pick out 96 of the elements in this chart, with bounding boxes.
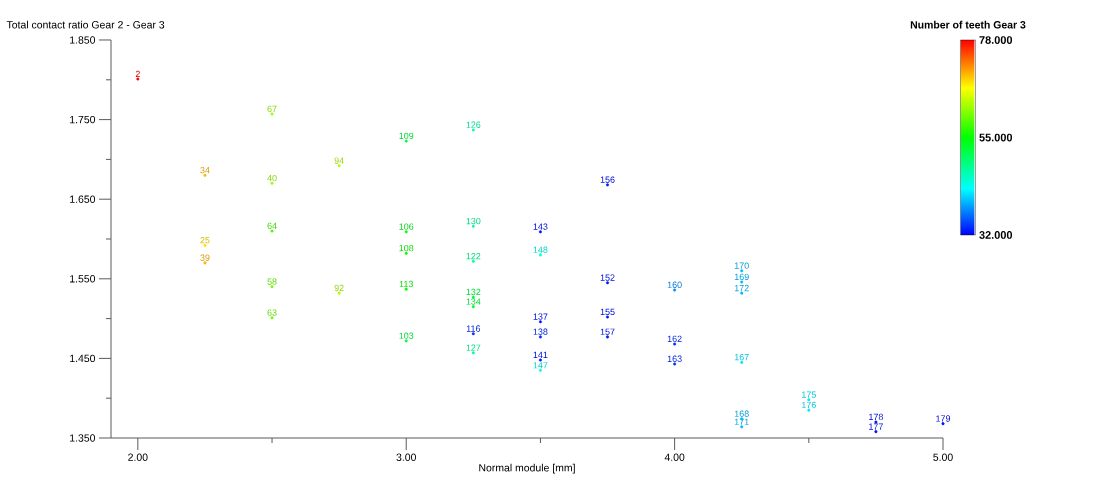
annotation: 25 bbox=[200, 237, 210, 244]
point bbox=[270, 229, 274, 233]
point bbox=[404, 339, 408, 343]
point bbox=[404, 230, 408, 234]
x-axis-title: Normal module [mm] bbox=[479, 463, 575, 474]
annotation: 163 bbox=[667, 355, 682, 362]
annotation: 178 bbox=[869, 413, 883, 421]
color-bar-label: 55.000 bbox=[979, 133, 1013, 142]
annotation: 162 bbox=[667, 335, 682, 343]
point bbox=[538, 320, 542, 324]
point bbox=[404, 287, 408, 291]
annotation: 147 bbox=[533, 362, 548, 369]
point bbox=[471, 332, 475, 336]
annotation: 169 bbox=[734, 273, 749, 280]
point bbox=[606, 183, 610, 187]
annotation: 67 bbox=[267, 105, 277, 113]
point bbox=[404, 139, 408, 143]
annotation: 175 bbox=[802, 391, 816, 398]
x-tick-label: 3.00 bbox=[396, 453, 416, 461]
point bbox=[337, 164, 341, 168]
point bbox=[203, 261, 207, 265]
point bbox=[740, 425, 744, 429]
point bbox=[606, 315, 610, 319]
annotation: 143 bbox=[533, 223, 548, 230]
y-axis-title: Total contact ratio Gear 2 - Gear 3 bbox=[6, 20, 165, 29]
point bbox=[807, 408, 811, 412]
y-tick-label: 1.550 bbox=[70, 275, 96, 283]
annotation: 122 bbox=[466, 253, 481, 260]
color-bar-label: 78.000 bbox=[979, 36, 1013, 44]
annotation: 134 bbox=[466, 298, 481, 305]
annotation: 116 bbox=[466, 325, 481, 332]
point bbox=[270, 285, 274, 289]
point bbox=[673, 362, 677, 366]
annotation: 130 bbox=[466, 217, 481, 225]
annotation: 113 bbox=[399, 280, 413, 288]
point bbox=[606, 335, 610, 339]
annotation: 58 bbox=[267, 278, 277, 285]
x-tick-label: 4.00 bbox=[664, 453, 685, 461]
annotation: 141 bbox=[533, 351, 548, 358]
annotation: 138 bbox=[533, 328, 548, 335]
x-tick-label: 2.00 bbox=[128, 453, 148, 461]
annotation: 127 bbox=[466, 344, 481, 351]
y-tick-label: 1.650 bbox=[70, 195, 96, 203]
point bbox=[740, 269, 744, 273]
annotation: 34 bbox=[200, 166, 210, 174]
point bbox=[538, 253, 542, 257]
point bbox=[538, 358, 542, 362]
point bbox=[673, 342, 677, 346]
annotation: 157 bbox=[600, 328, 615, 335]
point bbox=[740, 280, 744, 284]
point bbox=[538, 335, 542, 339]
y-tick-label: 1.850 bbox=[70, 36, 96, 44]
annotation: 176 bbox=[802, 401, 816, 409]
annotation: 177 bbox=[869, 423, 883, 430]
point bbox=[270, 316, 274, 320]
point bbox=[471, 128, 475, 132]
annotation: 160 bbox=[667, 281, 682, 288]
annotation: 40 bbox=[267, 174, 277, 182]
annotation: 126 bbox=[466, 121, 481, 128]
annotation: 155 bbox=[600, 308, 615, 316]
annotation: 132 bbox=[466, 288, 481, 296]
annotation: 167 bbox=[734, 354, 749, 361]
annotation: 137 bbox=[533, 313, 548, 320]
annotation: 152 bbox=[600, 274, 615, 281]
annotation: 109 bbox=[399, 132, 414, 140]
point bbox=[471, 351, 475, 355]
annotation: 171 bbox=[734, 418, 749, 425]
annotation: 170 bbox=[734, 262, 749, 269]
point bbox=[471, 305, 475, 309]
annotation: 64 bbox=[267, 222, 277, 230]
point bbox=[673, 288, 677, 292]
point bbox=[874, 430, 878, 434]
annotation: 39 bbox=[200, 254, 210, 261]
annotation: 103 bbox=[399, 332, 414, 339]
annotation: 156 bbox=[600, 176, 615, 183]
annotation: 63 bbox=[267, 309, 277, 316]
color-bar-label: 32.000 bbox=[979, 231, 1013, 239]
point bbox=[538, 230, 542, 234]
annotation: 94 bbox=[334, 157, 344, 164]
annotation: 92 bbox=[334, 284, 344, 292]
point bbox=[941, 422, 945, 426]
y-tick-label: 1.750 bbox=[70, 115, 96, 124]
point bbox=[136, 77, 140, 81]
annotation: 179 bbox=[936, 415, 951, 422]
x-tick-label: 5.00 bbox=[933, 453, 953, 461]
point bbox=[270, 112, 274, 116]
annotation: 108 bbox=[399, 244, 414, 252]
point bbox=[606, 281, 610, 285]
y-tick-label: 1.350 bbox=[70, 434, 96, 442]
annotation: 148 bbox=[533, 246, 548, 253]
annotation: 172 bbox=[734, 284, 749, 292]
annotation: 2 bbox=[135, 70, 140, 77]
annotation: 168 bbox=[734, 410, 749, 417]
color-bar-title: Number of teeth Gear 3 bbox=[910, 20, 1026, 29]
annotation: 106 bbox=[399, 223, 414, 230]
y-tick-label: 1.450 bbox=[70, 354, 96, 363]
